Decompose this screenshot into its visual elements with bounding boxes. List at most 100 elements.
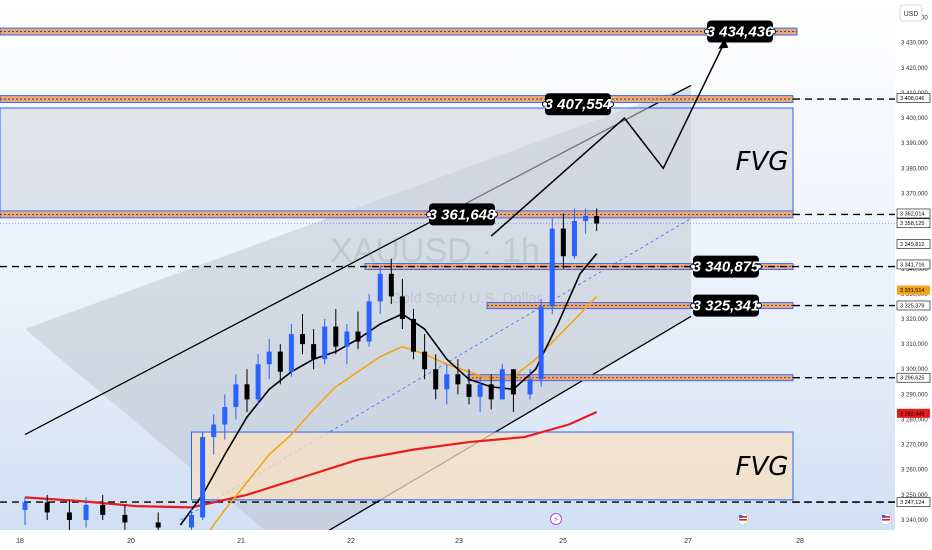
candle-body <box>100 504 106 515</box>
ma-slow-line <box>24 410 598 509</box>
price-tag-box <box>896 239 931 249</box>
candle-body <box>594 216 600 224</box>
price-tag-box <box>897 285 930 295</box>
level-label-3325341-anchor-left <box>690 302 696 309</box>
candle-body <box>488 384 494 400</box>
candle-body <box>277 351 283 372</box>
price-tag-label: 3 358,125 <box>900 221 924 227</box>
candle-body <box>288 334 294 372</box>
candle-body <box>122 514 128 523</box>
x-tick-label: 23 <box>455 538 463 545</box>
candle-body <box>333 326 339 347</box>
y-tick-label: 3 310,000 <box>901 342 928 348</box>
price-tag-box <box>896 372 931 383</box>
moving-averages-layer <box>24 253 598 541</box>
price-axis-panel <box>895 0 932 550</box>
candle-body <box>233 384 239 407</box>
y-tick-label: 3 280,000 <box>901 417 928 423</box>
us-flag-icon-canton <box>882 515 886 518</box>
level-label-3340875-anchor-right <box>756 263 762 270</box>
candle-body <box>510 369 516 395</box>
level-label-3361648-anchor-left <box>426 211 432 218</box>
candle-body <box>83 504 89 520</box>
candle-body <box>22 502 28 510</box>
candle-body <box>388 273 394 297</box>
candle-body <box>560 228 566 257</box>
projection-layer <box>490 38 729 237</box>
candle-body <box>244 384 250 400</box>
level-label-3361648: 3 361,648 <box>429 206 496 223</box>
y-tick-label: 3 320,000 <box>901 317 928 323</box>
currency-button[interactable]: USD <box>899 4 923 22</box>
event-bolt-icon[interactable] <box>550 513 562 525</box>
us-flag-icon-stripe <box>882 519 890 521</box>
y-tick-label: 3 390,000 <box>901 141 928 147</box>
level-label-3434436-anchor-right <box>770 28 776 35</box>
level-label-3407554-box <box>545 93 611 116</box>
price-tag-label: 3 247,124 <box>900 500 924 506</box>
price-axis: 3 240,000 3 250,000 3 260,000 3 270,000 3 28… <box>896 16 931 524</box>
candle-body <box>571 221 577 257</box>
time-axis: 18 20 21 22 23 25 27 28 <box>0 530 895 550</box>
price-tag-label: 3 331,514 <box>900 288 924 294</box>
event-bolt-glyph: ⚡ <box>553 515 559 524</box>
y-tick-label: 3 400,000 <box>901 116 928 122</box>
candle-body <box>300 334 305 345</box>
candle-body <box>155 522 161 528</box>
price-tag-label: 3 296,625 <box>900 376 924 382</box>
x-tick-label: 27 <box>684 538 692 545</box>
y-tick-label: 3 430,000 <box>901 41 928 47</box>
projection-arrowhead <box>718 38 729 49</box>
currency-button-bg[interactable] <box>899 4 923 22</box>
candle-body <box>499 369 505 400</box>
level-label-3361648-box <box>429 203 495 226</box>
level-labels-layer: 3 434,436 3 407,554 3 361,648 3 340,875 3 32… <box>426 20 776 317</box>
time-axis-bg <box>0 530 895 550</box>
candle-body <box>527 379 533 395</box>
fvg-zone <box>0 107 794 215</box>
price-tag-label: 3 408,046 <box>900 96 924 102</box>
y-tick-label: 3 330,000 <box>901 292 928 298</box>
x-tick-label: 20 <box>127 538 135 545</box>
level-label-3340875-anchor-left <box>690 263 696 270</box>
x-tick-label: 21 <box>237 538 245 545</box>
candle-body <box>266 351 272 365</box>
level-label-3434436-box <box>707 20 773 43</box>
level-label-3407554-anchor-left <box>542 101 548 108</box>
y-tick-label: 3 300,000 <box>901 367 928 373</box>
candle-body <box>477 384 483 397</box>
price-tag-label: 3 362,014 <box>900 211 924 217</box>
level-label-3325341-anchor-right <box>756 302 762 309</box>
candles-layer <box>22 208 600 541</box>
price-tag-box <box>896 300 931 311</box>
price-tag-box <box>897 408 930 418</box>
price-tag-label: 3 341,716 <box>900 262 924 268</box>
candle-body <box>399 296 405 320</box>
level-label-3340875-box <box>693 255 759 278</box>
us-flag-icon-stripe <box>739 516 747 518</box>
candle-body <box>538 306 544 380</box>
price-tag-box <box>896 497 931 507</box>
y-tick-label: 3 250,000 <box>901 493 928 499</box>
candle-body <box>222 406 228 425</box>
ma-fast-line <box>179 253 598 526</box>
level-label-3434436-anchor-left <box>704 28 710 35</box>
price-tag-label: 3 349,812 <box>900 242 924 248</box>
projection-path <box>490 42 725 237</box>
price-tag-label: 3 282,448 <box>900 411 924 417</box>
candle-body <box>583 216 589 222</box>
level-label-3407554-anchor-right <box>608 101 614 108</box>
price-tag-box <box>896 259 931 270</box>
us-flag-icon-stripe <box>739 519 747 521</box>
price-tag-box <box>896 208 931 219</box>
y-tick-label: 3 270,000 <box>901 443 928 449</box>
x-tick-label: 28 <box>796 538 804 545</box>
fvg-label: FVG <box>736 452 789 482</box>
y-tick-label: 3 340,000 <box>901 267 928 273</box>
level-label-3325341-box <box>693 294 759 317</box>
candle-body <box>355 331 361 342</box>
candle-body <box>189 514 194 528</box>
currency-label[interactable]: USD <box>904 11 919 18</box>
candle-body <box>44 502 50 513</box>
